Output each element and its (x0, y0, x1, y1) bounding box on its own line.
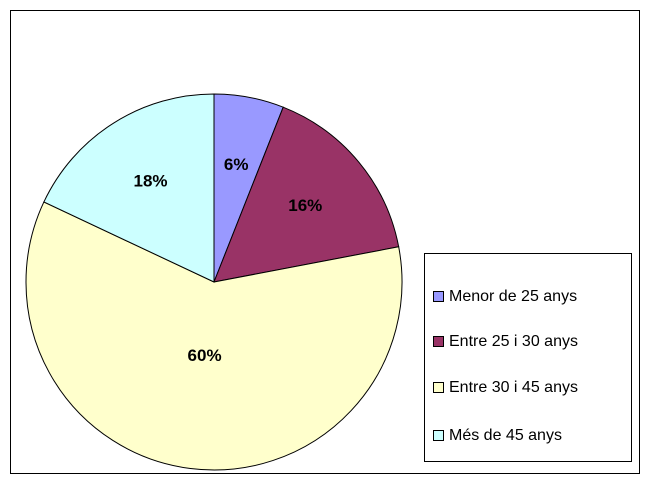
legend-label: Més de 45 anys (449, 427, 562, 444)
data-label: 16% (288, 196, 322, 215)
pie-slice (25, 201, 403, 471)
legend-box (424, 253, 632, 462)
pie-slice (213, 106, 400, 283)
legend-swatch (433, 382, 444, 393)
legend-label: Menor de 25 anys (449, 288, 577, 305)
pie-slice (43, 93, 215, 283)
legend-swatch (433, 336, 444, 347)
legend-swatch (433, 430, 444, 441)
legend-label: Entre 25 i 30 anys (449, 333, 578, 350)
data-label: 18% (134, 171, 168, 190)
legend-swatch (433, 291, 444, 302)
data-label: 60% (188, 346, 222, 365)
data-label: 6% (224, 155, 249, 174)
legend-label: Entre 30 i 45 anys (449, 379, 578, 396)
